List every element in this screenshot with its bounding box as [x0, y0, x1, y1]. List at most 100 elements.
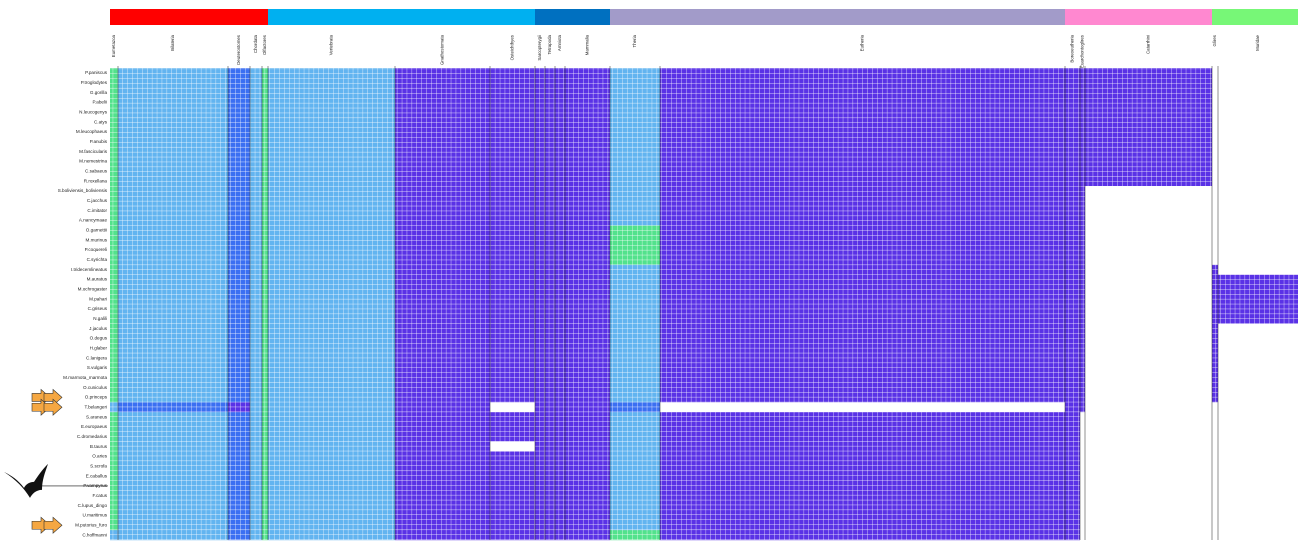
heatmap-cell	[535, 323, 545, 334]
heatmap-cell	[262, 304, 268, 315]
heatmap-cell	[1218, 343, 1298, 354]
row-label: C.hoffmanni	[82, 532, 107, 537]
heatmap-cell	[1212, 510, 1218, 521]
heatmap-cell	[545, 471, 555, 482]
heatmap-cell	[545, 402, 555, 413]
heatmap-cell	[535, 235, 545, 246]
heatmap-cell	[268, 323, 395, 334]
row-label: C.lupus_dingo	[78, 503, 108, 508]
heatmap-cell	[490, 284, 535, 295]
heatmap-cell	[395, 313, 490, 324]
heatmap-cell	[1218, 451, 1298, 462]
heatmap-cell	[268, 245, 395, 256]
row-label: C.imitator	[87, 208, 107, 213]
heatmap-cell	[1218, 264, 1298, 275]
heatmap-cell	[1218, 274, 1298, 285]
heatmap-cell	[610, 68, 660, 79]
heatmap-cell	[660, 412, 1065, 423]
heatmap-cell	[545, 254, 555, 265]
heatmap-cell	[565, 117, 610, 128]
heatmap-cell	[1080, 363, 1085, 374]
heatmap-cell	[1085, 363, 1212, 374]
heatmap-cell	[1080, 274, 1085, 285]
heatmap-cell	[565, 530, 610, 541]
heatmap-cell	[660, 146, 1065, 157]
heatmap-cell	[555, 461, 565, 472]
heatmap-cell	[268, 481, 395, 492]
row-label: N.leucogenys	[79, 109, 108, 114]
clade-band	[118, 9, 228, 25]
heatmap-cell	[395, 490, 490, 501]
heatmap-cell	[610, 195, 660, 206]
heatmap-cell	[555, 353, 565, 364]
heatmap-cell	[1065, 510, 1080, 521]
heatmap-cell	[555, 422, 565, 433]
heatmap-cell	[1080, 176, 1085, 187]
heatmap-cell	[228, 117, 250, 128]
heatmap-cell	[1212, 97, 1218, 108]
clade-bands	[110, 9, 1298, 25]
heatmap-cell	[395, 97, 490, 108]
heatmap-cell	[660, 215, 1065, 226]
clade-band	[545, 9, 555, 25]
heatmap-cell	[1218, 382, 1298, 393]
heatmap-cell	[268, 68, 395, 79]
heatmap-cell	[660, 127, 1065, 138]
heatmap-cell	[1212, 372, 1218, 383]
heatmap-cell	[610, 254, 660, 265]
heatmap-cell	[535, 353, 545, 364]
heatmap-cell	[110, 412, 118, 423]
row-label: O.princeps	[85, 395, 108, 400]
heatmap-cell	[262, 186, 268, 197]
heatmap-cell	[228, 146, 250, 157]
heatmap-cell	[1218, 117, 1298, 128]
heatmap-cell	[1218, 284, 1298, 295]
heatmap-cell	[490, 363, 535, 374]
heatmap-cell	[490, 422, 535, 433]
heatmap-cell	[262, 422, 268, 433]
heatmap-cell	[555, 264, 565, 275]
row-label: M.ochrogaster	[78, 286, 108, 291]
heatmap-cell	[118, 235, 228, 246]
heatmap-cell	[555, 195, 565, 206]
heatmap-cell	[395, 363, 490, 374]
heatmap-cell	[110, 333, 118, 344]
heatmap-cell	[545, 68, 555, 79]
heatmap-cell	[118, 195, 228, 206]
heatmap-cell	[268, 146, 395, 157]
heatmap-cell	[545, 235, 555, 246]
heatmap-cell	[262, 431, 268, 442]
heatmap-cell	[660, 68, 1065, 79]
heatmap-cell	[660, 353, 1065, 364]
heatmap-cells	[110, 68, 1298, 541]
heatmap-cell	[250, 431, 262, 442]
heatmap-cell	[1065, 97, 1080, 108]
heatmap-cell	[555, 520, 565, 531]
heatmap-cell	[110, 343, 118, 354]
heatmap-cell	[1085, 225, 1212, 236]
heatmap-cell	[110, 186, 118, 197]
heatmap-cell	[395, 245, 490, 256]
heatmap-cell	[610, 422, 660, 433]
heatmap-cell	[395, 304, 490, 315]
heatmap-cell	[228, 205, 250, 216]
heatmap-cell	[545, 87, 555, 98]
heatmap-cell	[1212, 520, 1218, 531]
clade-band	[1218, 9, 1298, 25]
heatmap-cell	[535, 382, 545, 393]
heatmap-cell	[610, 382, 660, 393]
heatmap-cell	[565, 225, 610, 236]
heatmap-cell	[535, 245, 545, 256]
heatmap-cell	[268, 156, 395, 167]
heatmap-cell	[228, 313, 250, 324]
heatmap-cell	[110, 146, 118, 157]
heatmap-cell	[228, 68, 250, 79]
heatmap-cell	[1080, 402, 1085, 413]
heatmap-cell	[250, 97, 262, 108]
heatmap-cell	[268, 136, 395, 147]
heatmap-cell	[118, 146, 228, 157]
heatmap-cell	[1080, 264, 1085, 275]
heatmap-cell	[228, 530, 250, 541]
heatmap-cell	[545, 166, 555, 177]
heatmap-cell	[250, 422, 262, 433]
